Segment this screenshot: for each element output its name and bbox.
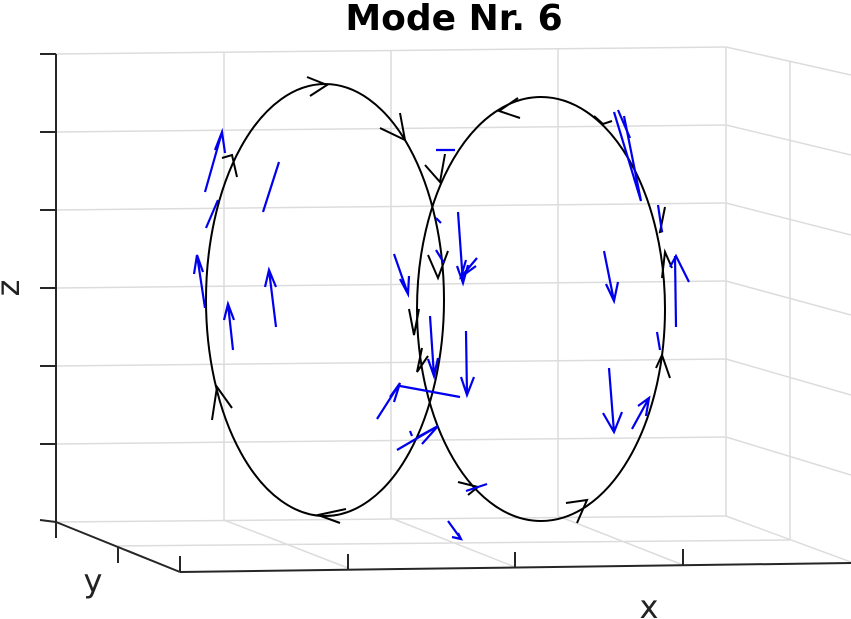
chart-title: Mode Nr. 6 [345,0,562,39]
x-axis-ticks [179,549,684,572]
y-axis-ticks [55,522,119,563]
x-axis-label: x [640,588,659,619]
vector-field-series [192,109,690,541]
y-axis-label: y [84,562,103,600]
axes [39,53,851,573]
field-line-series [205,83,666,522]
field-line-arrowheads [211,76,673,524]
field-loop-right [416,96,666,522]
field-loop-left [205,83,445,517]
z-axis-ticks [39,53,57,523]
grid-floor [55,515,851,569]
grid-side-wall [725,46,851,540]
z-axis-label: z [0,280,27,297]
